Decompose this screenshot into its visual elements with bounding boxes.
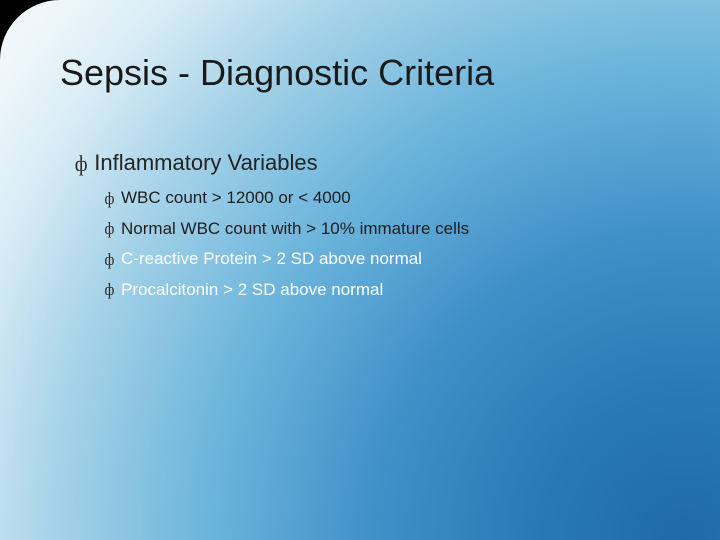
slide-subheading: фInflammatory Variables xyxy=(74,150,318,177)
list-item: ф C-reactive Protein > 2 SD above normal xyxy=(104,249,469,270)
bullet-glyph-icon: ф xyxy=(105,280,115,300)
list-item-text: WBC count > 12000 or < 4000 xyxy=(121,188,351,207)
bullet-list: ф WBC count > 12000 or < 4000 ф Normal WBC… xyxy=(104,188,469,310)
slide-title: Sepsis - Diagnostic Criteria xyxy=(60,52,680,94)
subheading-text: Inflammatory Variables xyxy=(94,150,317,175)
slide: Sepsis - Diagnostic Criteria фInflammato… xyxy=(0,0,720,540)
bullet-glyph-icon: ф xyxy=(105,189,115,209)
bullet-glyph-icon: ф xyxy=(75,151,88,177)
list-item-text: C-reactive Protein > 2 SD above normal xyxy=(121,249,422,268)
list-item-text: Procalcitonin > 2 SD above normal xyxy=(121,280,383,299)
list-item-text: Normal WBC count with > 10% immature cel… xyxy=(121,219,469,238)
bullet-glyph-icon: ф xyxy=(105,219,115,239)
bullet-glyph-icon: ф xyxy=(105,250,115,270)
list-item: ф Normal WBC count with > 10% immature ce… xyxy=(104,219,469,240)
list-item: ф WBC count > 12000 or < 4000 xyxy=(104,188,469,209)
list-item: ф Procalcitonin > 2 SD above normal xyxy=(104,280,469,301)
